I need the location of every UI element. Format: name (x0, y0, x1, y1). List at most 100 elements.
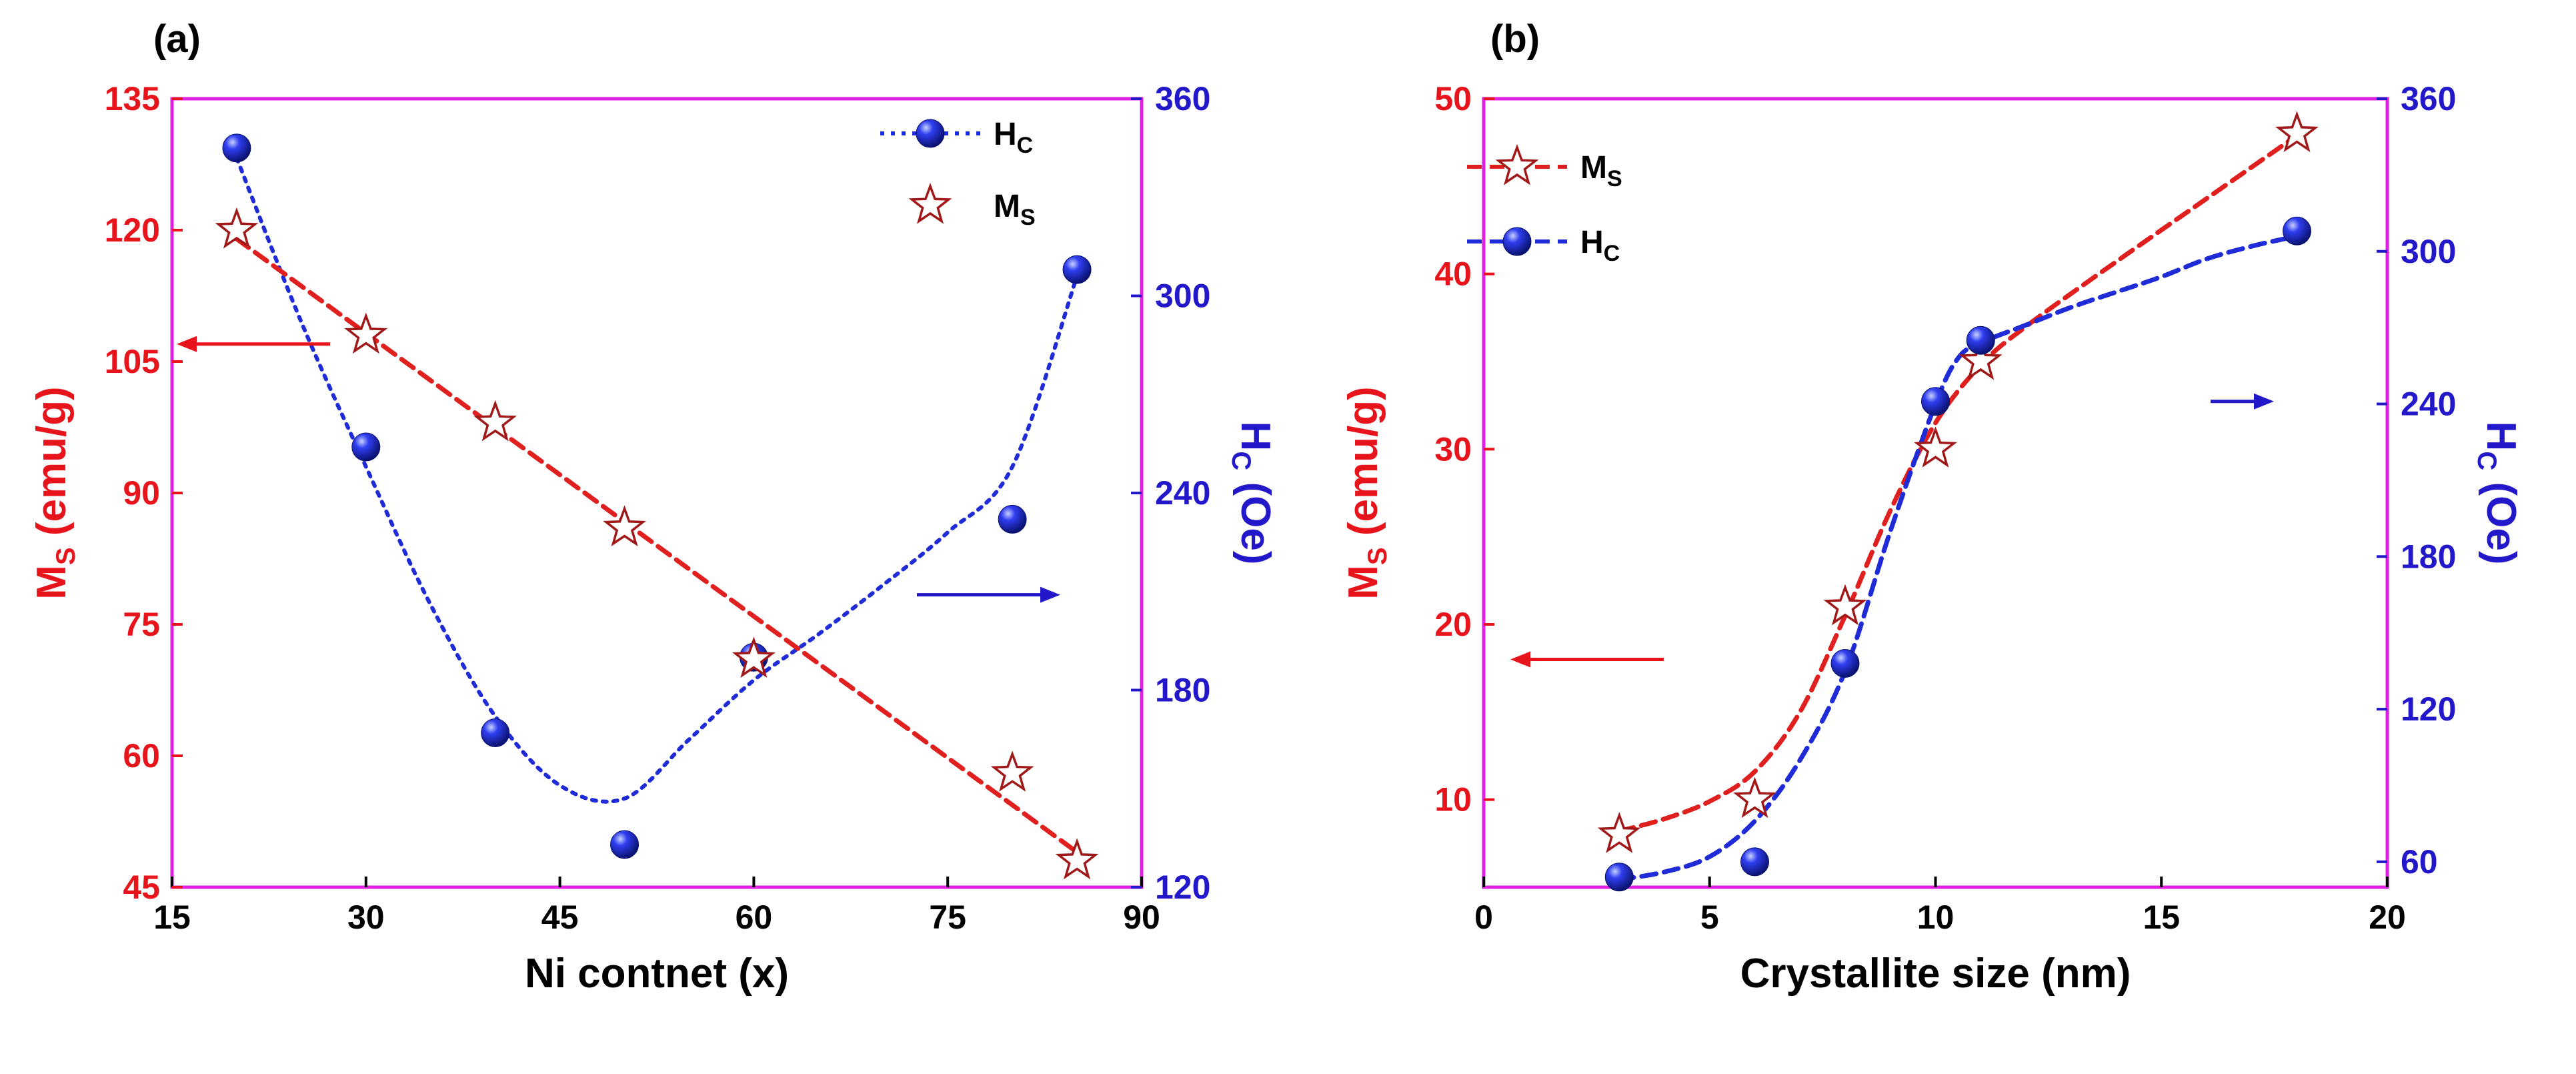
y-right-tick-label: 240 (2401, 386, 2456, 423)
x-tick-label: 75 (929, 899, 966, 936)
legend-item-m: MS (1467, 143, 1622, 191)
legend-item-h: HC (880, 117, 1033, 158)
y-right-tick-label: 180 (2401, 538, 2456, 575)
y-right-tick-label: 120 (2401, 690, 2456, 728)
legend-marker (1502, 227, 1532, 256)
y-right-axis-label-unit: (Oe) (2478, 470, 2524, 564)
data-point-h-85 (1062, 255, 1092, 284)
data-point-h-20 (222, 133, 251, 163)
y-left-tick-label: 120 (105, 211, 160, 249)
data-point-m-10 (1914, 426, 1957, 468)
y-left-tick-label: 20 (1434, 606, 1472, 643)
data-point-m-6 (1733, 776, 1776, 819)
x-axis-label: Ni contnet (x) (525, 951, 789, 997)
y-left-axis-label-sub: S (1363, 547, 1392, 565)
data-point-m-50 (603, 505, 646, 547)
data-point-h-80 (998, 504, 1027, 534)
y-right-axis-label-sub: C (2472, 451, 2501, 470)
panel-label: (b) (1490, 17, 1540, 61)
data-point-m-80 (990, 750, 1034, 792)
legend-label-main: H (994, 117, 1017, 152)
y-left-tick-label: 30 (1434, 430, 1472, 468)
fit-line-hright (1616, 233, 2299, 883)
y-left-axis-label-sub: S (51, 547, 81, 565)
panel-b-chart: 0 5 10 15 20 10 20 30 40 50 60 120 180 240 300 360 (b) Cr… (1340, 17, 2524, 997)
data-point-h-6 (1740, 847, 1769, 877)
data-point-h-40 (481, 718, 510, 748)
y-left-tick-label: 105 (105, 343, 160, 380)
legend-marker (908, 182, 952, 224)
x-tick-label: 60 (736, 899, 773, 936)
y-left-tick-label: 10 (1434, 781, 1472, 819)
data-point-h-11 (1966, 326, 1995, 355)
y-right-tick-label: 300 (1155, 278, 1210, 315)
data-point-m-40 (473, 400, 517, 442)
y-left-tick-label: 50 (1434, 80, 1472, 117)
y-right-tick-label: 120 (1155, 869, 1210, 906)
axis-arrow-head (1040, 586, 1060, 603)
legend-marker (916, 119, 945, 148)
x-tick-label: 45 (541, 899, 579, 936)
y-right-tick-label: 240 (1155, 474, 1210, 512)
y-left-axis-label: MS (emu/g) (29, 386, 81, 599)
y-left-tick-label: 90 (123, 474, 160, 512)
y-right-axis-label-unit: (Oe) (1232, 470, 1278, 564)
axis-arrow-head (1510, 651, 1530, 668)
x-tick-label: 15 (2143, 899, 2180, 936)
data-point-m-18 (2275, 111, 2319, 153)
legend-label: HC (1580, 225, 1620, 266)
y-right-tick-label: 60 (2401, 843, 2438, 881)
data-point-m-11 (1959, 338, 2003, 380)
y-left-axis-label-main: M (1340, 565, 1386, 600)
y-left-axis-label-unit: (emu/g) (1340, 386, 1386, 547)
y-right-axis-label: HC (Oe) (1226, 422, 1278, 565)
axis-arrow-head (177, 336, 197, 352)
legend-label-main: M (1580, 150, 1607, 185)
y-left-tick-label: 75 (123, 606, 160, 643)
x-tick-label: 30 (347, 899, 385, 936)
y-right-tick-label: 180 (1155, 672, 1210, 709)
data-point-h-18 (2283, 216, 2311, 245)
y-left-axis-label: MS (emu/g) (1340, 386, 1392, 599)
legend-label: HC (994, 117, 1033, 158)
fit-line-hright (234, 155, 1080, 804)
legend-label-main: H (1580, 225, 1604, 260)
y-left-axis-label-unit: (emu/g) (29, 386, 75, 547)
legend-label-sub: C (1604, 241, 1620, 266)
y-right-axis-label: HC (Oe) (2472, 422, 2524, 565)
y-right-tick-label: 360 (1155, 80, 1210, 117)
y-left-axis-label-main: M (29, 565, 75, 600)
legend-item-h: HC (1467, 225, 1620, 266)
x-tick-label: 20 (2369, 899, 2406, 936)
y-left-tick-label: 135 (105, 80, 160, 117)
y-right-axis-label-main: H (1232, 422, 1278, 452)
legend-label-sub: S (1607, 166, 1622, 191)
data-point-h-10 (1921, 387, 1950, 416)
data-point-m-20 (215, 207, 259, 249)
axis-arrow-head (2254, 393, 2274, 410)
data-point-m-30 (344, 312, 388, 354)
panel-a-chart: 15 30 45 60 75 90 45 60 75 90 105 120 135 120 180 240 30… (29, 17, 1278, 997)
legend-item-m: MS (908, 182, 1036, 230)
y-left-tick-label: 60 (123, 737, 160, 774)
y-right-axis-label-main: H (2478, 422, 2524, 452)
fit-line-mleft (1616, 133, 2299, 834)
legend-label-main: M (994, 189, 1020, 224)
legend-label-sub: C (1017, 133, 1034, 158)
legend-label-sub: S (1020, 205, 1036, 230)
data-point-m-60 (732, 636, 776, 678)
x-tick-label: 90 (1123, 899, 1160, 936)
x-axis-label: Crystallite size (nm) (1740, 951, 2131, 997)
legend-label: MS (994, 189, 1036, 230)
fit-line-mleft (234, 236, 1080, 855)
x-tick-label: 5 (1700, 899, 1719, 936)
x-tick-label: 10 (1917, 899, 1955, 936)
y-right-tick-label: 300 (2401, 233, 2456, 270)
y-left-tick-label: 40 (1434, 255, 1472, 293)
data-point-h-3 (1604, 863, 1634, 892)
y-right-axis-label-sub: C (1226, 451, 1256, 470)
plot-frame (1482, 97, 2389, 889)
data-point-m-85 (1055, 838, 1099, 880)
panel-label: (a) (153, 17, 201, 61)
